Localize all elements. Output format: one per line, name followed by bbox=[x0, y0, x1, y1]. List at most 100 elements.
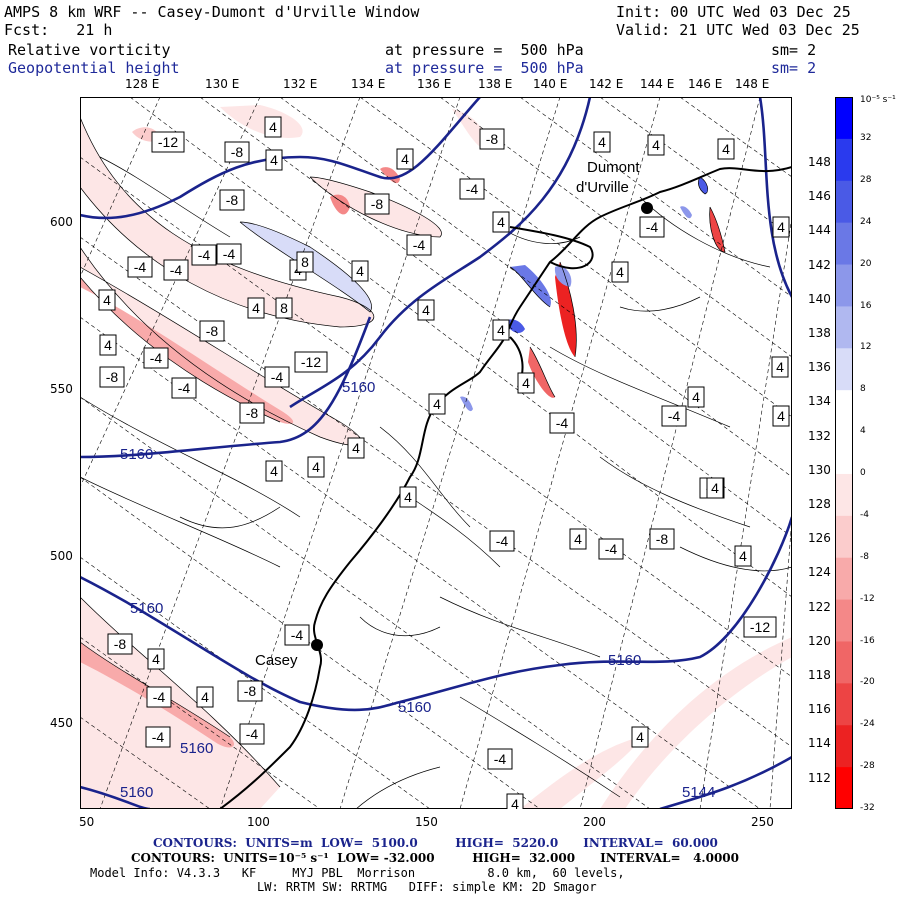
svg-text:4: 4 bbox=[777, 219, 785, 235]
svg-text:-4: -4 bbox=[466, 181, 479, 197]
svg-text:-4: -4 bbox=[605, 541, 618, 557]
vorticity-contour-label: -4 bbox=[549, 412, 575, 434]
svg-text:4: 4 bbox=[574, 531, 582, 547]
colorbar-label: 8 bbox=[860, 384, 866, 395]
colorbar-swatch bbox=[835, 222, 853, 266]
vorticity-contour-label: -4 bbox=[145, 726, 171, 748]
vorticity-contour-labels: -12 -8 4 4 -8 4 -4 -8 -8 -4 4 -4 4 -4 8 4 -4 -4 4 4 8 4 4 -8 4 -4… bbox=[98, 116, 790, 809]
colorbar-label: 32 bbox=[860, 133, 872, 143]
right-lon-label: 146 E bbox=[808, 189, 843, 204]
vorticity-contour-label: 4 bbox=[265, 149, 283, 171]
vorticity-contour-label: -8 bbox=[219, 189, 245, 211]
vorticity-contour-label: 4 bbox=[772, 405, 790, 427]
colorbar-swatch bbox=[835, 557, 853, 601]
svg-text:4: 4 bbox=[252, 300, 260, 316]
vorticity-contour-label: 4 bbox=[706, 477, 724, 499]
svg-text:4: 4 bbox=[497, 322, 505, 338]
vorticity-contour-label: 4 bbox=[647, 134, 665, 156]
map-title: AMPS 8 km WRF -- Casey-Dumont d'Urville … bbox=[4, 3, 420, 21]
right-lon-label: 130 E bbox=[808, 462, 843, 477]
right-lon-label: 118 E bbox=[808, 668, 843, 682]
top-lon-label: 142 E bbox=[589, 77, 624, 91]
colorbar-label: -28 bbox=[860, 761, 875, 772]
right-lon-label: 136 E bbox=[808, 360, 843, 375]
svg-text:4: 4 bbox=[352, 440, 360, 456]
svg-text:-4: -4 bbox=[152, 729, 165, 745]
colorbar-swatch bbox=[835, 138, 853, 182]
map-plot: -12 -8 4 4 -8 4 -4 -8 -8 -4 4 -4 4 -4 8 4 -4 -4 4 4 8 4 4 -8 4 -4… bbox=[80, 97, 792, 809]
right-lon-label: 144 E bbox=[808, 223, 843, 238]
y-axis-tick-label: 450 bbox=[50, 716, 73, 730]
svg-text:-4: -4 bbox=[178, 380, 191, 396]
top-lon-label: 128 E bbox=[125, 77, 160, 91]
y-axis-tick-label: 550 bbox=[50, 382, 73, 396]
svg-text:4: 4 bbox=[636, 729, 644, 745]
svg-text:8: 8 bbox=[280, 300, 288, 316]
colorbar-label: 28 bbox=[860, 174, 872, 185]
y-axis-tick-label: 500 bbox=[50, 549, 73, 563]
field2-level: at pressure = 500 hPa bbox=[385, 59, 584, 77]
vorticity-contour-label: 8 bbox=[275, 297, 293, 319]
svg-text:4: 4 bbox=[522, 375, 530, 391]
vorticity-contour-label: -4 bbox=[146, 686, 172, 708]
vorticity-contour-label: -4 bbox=[487, 748, 513, 770]
footer-model-info: Model Info: V4.3.3 KF MYJ PBL Morrison 8… bbox=[90, 866, 625, 880]
x-axis-tick-label: 100 bbox=[247, 815, 270, 829]
svg-text:-4: -4 bbox=[153, 689, 166, 705]
height-contour-label: 5160 bbox=[120, 784, 153, 801]
colorbar-label: -32 bbox=[860, 803, 875, 814]
vorticity-contour-label: 4 bbox=[772, 216, 790, 238]
svg-text:4: 4 bbox=[722, 141, 730, 157]
svg-text:-8: -8 bbox=[244, 683, 257, 699]
height-contour-label: 5160 bbox=[342, 379, 375, 396]
svg-text:4: 4 bbox=[269, 119, 277, 135]
svg-text:4: 4 bbox=[312, 459, 320, 475]
footer-physics-info: LW: RRTM SW: RRTMG DIFF: simple KM: 2D S… bbox=[257, 880, 597, 894]
vorticity-contour-label: 4 bbox=[347, 437, 365, 459]
svg-text:4: 4 bbox=[404, 489, 412, 505]
right-lon-label: 132 E bbox=[808, 428, 843, 443]
vorticity-contour-label: 4 bbox=[264, 116, 282, 138]
x-axis-tick-label: 50 bbox=[79, 815, 95, 829]
footer-height-contours: CONTOURS: UNITS=m LOW= 5100.0 HIGH= 5220… bbox=[153, 836, 718, 850]
svg-text:4: 4 bbox=[777, 408, 785, 424]
vorticity-contour-label: 4 bbox=[428, 393, 446, 415]
right-lon-label: 138 E bbox=[808, 326, 843, 340]
svg-text:4: 4 bbox=[201, 689, 209, 705]
field1-smoothing: sm= 2 bbox=[771, 41, 817, 59]
top-lon-label: 146 E bbox=[688, 77, 723, 91]
y-axis-tick-label: 600 bbox=[50, 215, 73, 229]
field2-smoothing: sm= 2 bbox=[771, 59, 817, 77]
height-contour-label: 5160 bbox=[608, 652, 641, 669]
right-lon-label: 112 E bbox=[808, 770, 843, 785]
colorbar-swatch bbox=[835, 390, 853, 433]
vorticity-contour-label: 4 bbox=[517, 372, 535, 394]
right-lon-label: 128 E bbox=[808, 497, 843, 511]
vorticity-contour-label: -8 bbox=[224, 141, 250, 163]
vorticity-contour-label: -8 bbox=[479, 128, 505, 150]
vorticity-contour-label: 4 bbox=[687, 386, 705, 408]
svg-text:-4: -4 bbox=[291, 627, 304, 643]
svg-text:-4: -4 bbox=[556, 415, 569, 431]
vorticity-contour-label: 4 bbox=[734, 545, 752, 567]
colorbar-swatch bbox=[835, 599, 853, 642]
vorticity-contour-label: -4 bbox=[127, 256, 153, 278]
vorticity-contour-label: 4 bbox=[771, 356, 789, 378]
height-contour-label: 5160 bbox=[715, 97, 748, 101]
right-lon-label: 116 E bbox=[808, 702, 843, 717]
top-lon-label: 134 E bbox=[351, 77, 386, 91]
place-label-dumont-durville: Dumont d'Urville bbox=[576, 159, 644, 196]
footer-vorticity-contours: CONTOURS: UNITS=10⁻⁵ s⁻¹ LOW= -32.000 HI… bbox=[131, 851, 739, 865]
vorticity-contour-label: 4 bbox=[265, 460, 283, 482]
colorbar-label: 16 bbox=[860, 300, 872, 311]
init-time: Init: 00 UTC Wed 03 Dec 25 bbox=[616, 3, 851, 21]
height-contour-label: 5144 bbox=[682, 784, 715, 801]
svg-text:4: 4 bbox=[422, 302, 430, 318]
vorticity-contour-label: 4 bbox=[351, 260, 369, 282]
svg-text:-4: -4 bbox=[134, 259, 147, 275]
place-label-casey: Casey bbox=[255, 652, 298, 669]
colorbar-label: -12 bbox=[860, 593, 875, 604]
vorticity-contour-label: -12 bbox=[743, 616, 777, 638]
vorticity-contour-label: 4 bbox=[196, 686, 214, 708]
geopotential-contours bbox=[80, 97, 792, 809]
